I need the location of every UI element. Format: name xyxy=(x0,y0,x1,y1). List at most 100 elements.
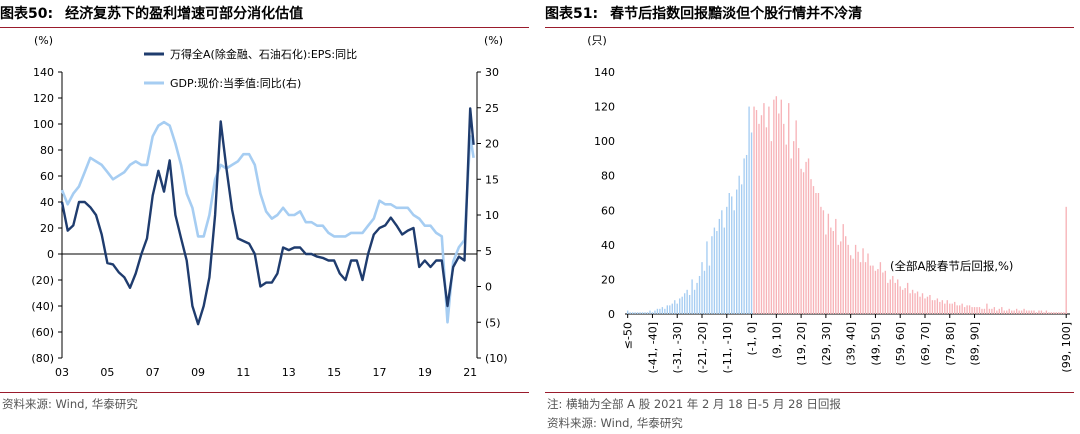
x-tick-label: 05 xyxy=(100,366,114,379)
histogram-bar xyxy=(1018,310,1020,314)
histogram-bar xyxy=(785,144,787,314)
figure-51-histogram: (只) (全部A股春节后回报,%) 0 20 40 60 80 100 120 140 ≤-50… xyxy=(587,34,1073,374)
histogram-bar xyxy=(686,289,688,314)
histogram-x-tick-label: (-41, -40] xyxy=(647,322,660,374)
x-tick-label: 07 xyxy=(146,366,160,379)
histogram-bar xyxy=(788,103,790,314)
x-tick-label: 19 xyxy=(418,366,432,379)
left-y-tick-label: 60 xyxy=(40,170,54,183)
histogram-bar xyxy=(778,113,780,315)
histogram-bar xyxy=(693,289,696,314)
left-y-tick-label: (80) xyxy=(31,352,54,365)
histogram-bar xyxy=(721,210,723,314)
histogram-bar xyxy=(854,244,857,314)
histogram-bar xyxy=(745,154,748,314)
histogram-bar xyxy=(1060,312,1062,314)
histogram-bar xyxy=(736,189,738,314)
histogram-bar xyxy=(842,224,844,314)
right-y-tick-label: 15 xyxy=(485,173,499,186)
histogram-bar xyxy=(1050,312,1053,314)
histogram-bar xyxy=(674,300,676,314)
histogram-bar xyxy=(926,296,929,314)
histogram-bar xyxy=(733,210,735,314)
histogram-bar xyxy=(968,305,971,314)
histogram-x-tick-label: (9, 10] xyxy=(770,322,783,359)
histogram-bar xyxy=(852,258,854,314)
histogram-bar xyxy=(639,312,641,314)
histogram-bar xyxy=(718,218,721,314)
histogram-bar xyxy=(738,175,740,314)
histogram-x-tick-label: ≤-50 xyxy=(622,322,635,349)
histogram-bar xyxy=(627,310,629,314)
histogram-bar xyxy=(921,293,924,314)
figure-51-title-text: 春节后指数回报黯淡但个股行情并不冷清 xyxy=(610,6,863,22)
histogram-bar xyxy=(934,300,936,314)
histogram-bar xyxy=(646,312,649,314)
histogram-bar xyxy=(659,308,661,314)
histogram-y-tick-label: 60 xyxy=(601,204,615,217)
histogram-x-tick-label: (49, 50] xyxy=(869,322,882,366)
histogram-bar xyxy=(812,186,815,314)
histogram-bar xyxy=(909,293,911,314)
histogram-bar xyxy=(961,303,963,314)
histogram-bar xyxy=(882,272,884,314)
histogram-x-tick-label: (89, 90] xyxy=(969,322,982,366)
histogram-bar xyxy=(936,298,939,314)
histogram-bar xyxy=(929,294,931,314)
histogram-bar xyxy=(976,307,978,314)
legend-label-gdp: GDP:现价:当季值:同比(右) xyxy=(170,76,301,90)
histogram-bar xyxy=(810,179,812,314)
histogram-bar xyxy=(822,210,825,314)
histogram-bar xyxy=(1011,310,1013,314)
histogram-bar xyxy=(1003,310,1005,314)
histogram-bar xyxy=(629,312,631,314)
histogram-bar xyxy=(859,262,862,314)
histogram-x-tick-label: (29, 30] xyxy=(820,322,833,366)
histogram-bar xyxy=(931,300,934,314)
histogram-bar xyxy=(954,301,956,314)
x-tick-label: 21 xyxy=(463,366,477,379)
histogram-bar xyxy=(641,312,644,314)
histogram-bar xyxy=(681,296,683,314)
histogram-bar xyxy=(1006,310,1008,314)
histogram-bar xyxy=(958,305,961,314)
histogram-bar xyxy=(716,231,718,314)
histogram-bar xyxy=(631,312,634,314)
right-axes: 0 20 40 60 80 100 120 140 ≤-50 (-41, -40] (-31, -3… xyxy=(594,66,1073,374)
right-y-tick-label: (5) xyxy=(485,316,501,329)
x-tick-label: 09 xyxy=(191,366,205,379)
histogram-bar xyxy=(654,310,656,314)
histogram-bar xyxy=(877,269,879,314)
histogram-bar xyxy=(1023,308,1025,314)
histogram-bar xyxy=(683,293,686,314)
histogram-bar xyxy=(1045,310,1048,314)
histogram-bar xyxy=(728,193,730,314)
histogram-bar xyxy=(805,161,807,314)
histogram-x-tick-label: (-1, 0] xyxy=(746,322,759,356)
histogram-bar xyxy=(887,282,889,314)
figure-50-title-rule xyxy=(0,27,529,28)
histogram-bar xyxy=(971,307,973,314)
histogram-bar xyxy=(711,236,713,314)
left-y-unit-right: (%) xyxy=(484,34,503,47)
histogram-bar xyxy=(840,241,842,314)
histogram-x-tick-label: (-31, -30] xyxy=(671,322,684,374)
histogram-bar xyxy=(688,294,691,314)
histogram-x-tick-label: (69, 70] xyxy=(919,322,932,366)
histogram-bar xyxy=(676,303,678,314)
histogram-bar xyxy=(1038,310,1040,314)
left-y-tick-label: 0 xyxy=(47,248,54,261)
left-y-tick-label: 100 xyxy=(33,118,54,131)
histogram-bar xyxy=(760,115,763,315)
right-annotation: (全部A股春节后回报,%) xyxy=(890,259,1013,273)
series-line-eps xyxy=(60,107,475,326)
histogram-bar xyxy=(1058,312,1060,314)
histogram-bar xyxy=(914,293,916,314)
right-bars xyxy=(627,96,1067,315)
histogram-y-tick-label: 0 xyxy=(608,308,615,321)
legend-label-eps: 万得全A(除金融、石油石化):EPS:同比 xyxy=(170,47,357,61)
histogram-bar xyxy=(889,279,891,314)
histogram-bar xyxy=(795,120,797,315)
histogram-bar xyxy=(731,196,733,314)
histogram-bar xyxy=(1053,312,1055,314)
